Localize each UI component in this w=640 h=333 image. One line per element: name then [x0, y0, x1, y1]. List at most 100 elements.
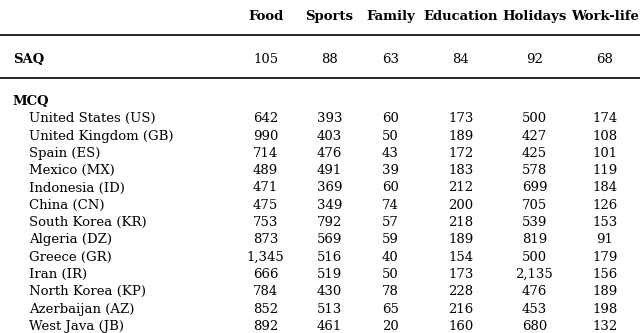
Text: Food: Food — [248, 10, 284, 23]
Text: 179: 179 — [592, 251, 618, 264]
Text: 212: 212 — [448, 181, 474, 194]
Text: 476: 476 — [522, 285, 547, 298]
Text: 500: 500 — [522, 251, 547, 264]
Text: 173: 173 — [448, 268, 474, 281]
Text: China (CN): China (CN) — [29, 199, 104, 212]
Text: 119: 119 — [592, 164, 618, 177]
Text: 39: 39 — [382, 164, 399, 177]
Text: 105: 105 — [253, 53, 278, 66]
Text: 74: 74 — [382, 199, 399, 212]
Text: 539: 539 — [522, 216, 547, 229]
Text: 153: 153 — [592, 216, 618, 229]
Text: 513: 513 — [317, 303, 342, 316]
Text: 228: 228 — [448, 285, 474, 298]
Text: 60: 60 — [382, 112, 399, 125]
Text: 50: 50 — [382, 130, 399, 143]
Text: 680: 680 — [522, 320, 547, 333]
Text: 489: 489 — [253, 164, 278, 177]
Text: 430: 430 — [317, 285, 342, 298]
Text: 189: 189 — [448, 233, 474, 246]
Text: 160: 160 — [448, 320, 474, 333]
Text: 216: 216 — [448, 303, 474, 316]
Text: 189: 189 — [448, 130, 474, 143]
Text: 200: 200 — [448, 199, 474, 212]
Text: Sports: Sports — [306, 10, 354, 23]
Text: 491: 491 — [317, 164, 342, 177]
Text: 59: 59 — [382, 233, 399, 246]
Text: 63: 63 — [382, 53, 399, 66]
Text: Iran (IR): Iran (IR) — [29, 268, 87, 281]
Text: 425: 425 — [522, 147, 547, 160]
Text: 43: 43 — [382, 147, 399, 160]
Text: MCQ: MCQ — [13, 95, 49, 108]
Text: 705: 705 — [522, 199, 547, 212]
Text: Spain (ES): Spain (ES) — [29, 147, 100, 160]
Text: 92: 92 — [526, 53, 543, 66]
Text: SAQ: SAQ — [13, 53, 44, 66]
Text: 1,345: 1,345 — [247, 251, 284, 264]
Text: 78: 78 — [382, 285, 399, 298]
Text: 20: 20 — [382, 320, 399, 333]
Text: 516: 516 — [317, 251, 342, 264]
Text: Education: Education — [424, 10, 498, 23]
Text: 101: 101 — [592, 147, 618, 160]
Text: 189: 189 — [592, 285, 618, 298]
Text: 475: 475 — [253, 199, 278, 212]
Text: 91: 91 — [596, 233, 613, 246]
Text: 471: 471 — [253, 181, 278, 194]
Text: 126: 126 — [592, 199, 618, 212]
Text: Algeria (DZ): Algeria (DZ) — [29, 233, 112, 246]
Text: 156: 156 — [592, 268, 618, 281]
Text: 60: 60 — [382, 181, 399, 194]
Text: 88: 88 — [321, 53, 338, 66]
Text: 154: 154 — [448, 251, 474, 264]
Text: 569: 569 — [317, 233, 342, 246]
Text: 461: 461 — [317, 320, 342, 333]
Text: 714: 714 — [253, 147, 278, 160]
Text: 642: 642 — [253, 112, 278, 125]
Text: North Korea (KP): North Korea (KP) — [29, 285, 146, 298]
Text: 40: 40 — [382, 251, 399, 264]
Text: Indonesia (ID): Indonesia (ID) — [29, 181, 125, 194]
Text: 183: 183 — [448, 164, 474, 177]
Text: Mexico (MX): Mexico (MX) — [29, 164, 115, 177]
Text: 2,135: 2,135 — [516, 268, 553, 281]
Text: 349: 349 — [317, 199, 342, 212]
Text: 173: 173 — [448, 112, 474, 125]
Text: 792: 792 — [317, 216, 342, 229]
Text: 132: 132 — [592, 320, 618, 333]
Text: 784: 784 — [253, 285, 278, 298]
Text: 500: 500 — [522, 112, 547, 125]
Text: United Kingdom (GB): United Kingdom (GB) — [29, 130, 173, 143]
Text: West Java (JB): West Java (JB) — [29, 320, 124, 333]
Text: Holidays: Holidays — [502, 10, 566, 23]
Text: 666: 666 — [253, 268, 278, 281]
Text: South Korea (KR): South Korea (KR) — [29, 216, 147, 229]
Text: 174: 174 — [592, 112, 618, 125]
Text: Greece (GR): Greece (GR) — [29, 251, 111, 264]
Text: Work-life: Work-life — [571, 10, 639, 23]
Text: 50: 50 — [382, 268, 399, 281]
Text: 68: 68 — [596, 53, 613, 66]
Text: 753: 753 — [253, 216, 278, 229]
Text: 427: 427 — [522, 130, 547, 143]
Text: 393: 393 — [317, 112, 342, 125]
Text: 108: 108 — [592, 130, 618, 143]
Text: 65: 65 — [382, 303, 399, 316]
Text: 578: 578 — [522, 164, 547, 177]
Text: 403: 403 — [317, 130, 342, 143]
Text: 519: 519 — [317, 268, 342, 281]
Text: 84: 84 — [452, 53, 469, 66]
Text: 184: 184 — [592, 181, 618, 194]
Text: 198: 198 — [592, 303, 618, 316]
Text: 172: 172 — [448, 147, 474, 160]
Text: 892: 892 — [253, 320, 278, 333]
Text: Family: Family — [366, 10, 415, 23]
Text: 699: 699 — [522, 181, 547, 194]
Text: Azerbaijan (AZ): Azerbaijan (AZ) — [29, 303, 134, 316]
Text: 852: 852 — [253, 303, 278, 316]
Text: United States (US): United States (US) — [29, 112, 156, 125]
Text: 819: 819 — [522, 233, 547, 246]
Text: 453: 453 — [522, 303, 547, 316]
Text: 57: 57 — [382, 216, 399, 229]
